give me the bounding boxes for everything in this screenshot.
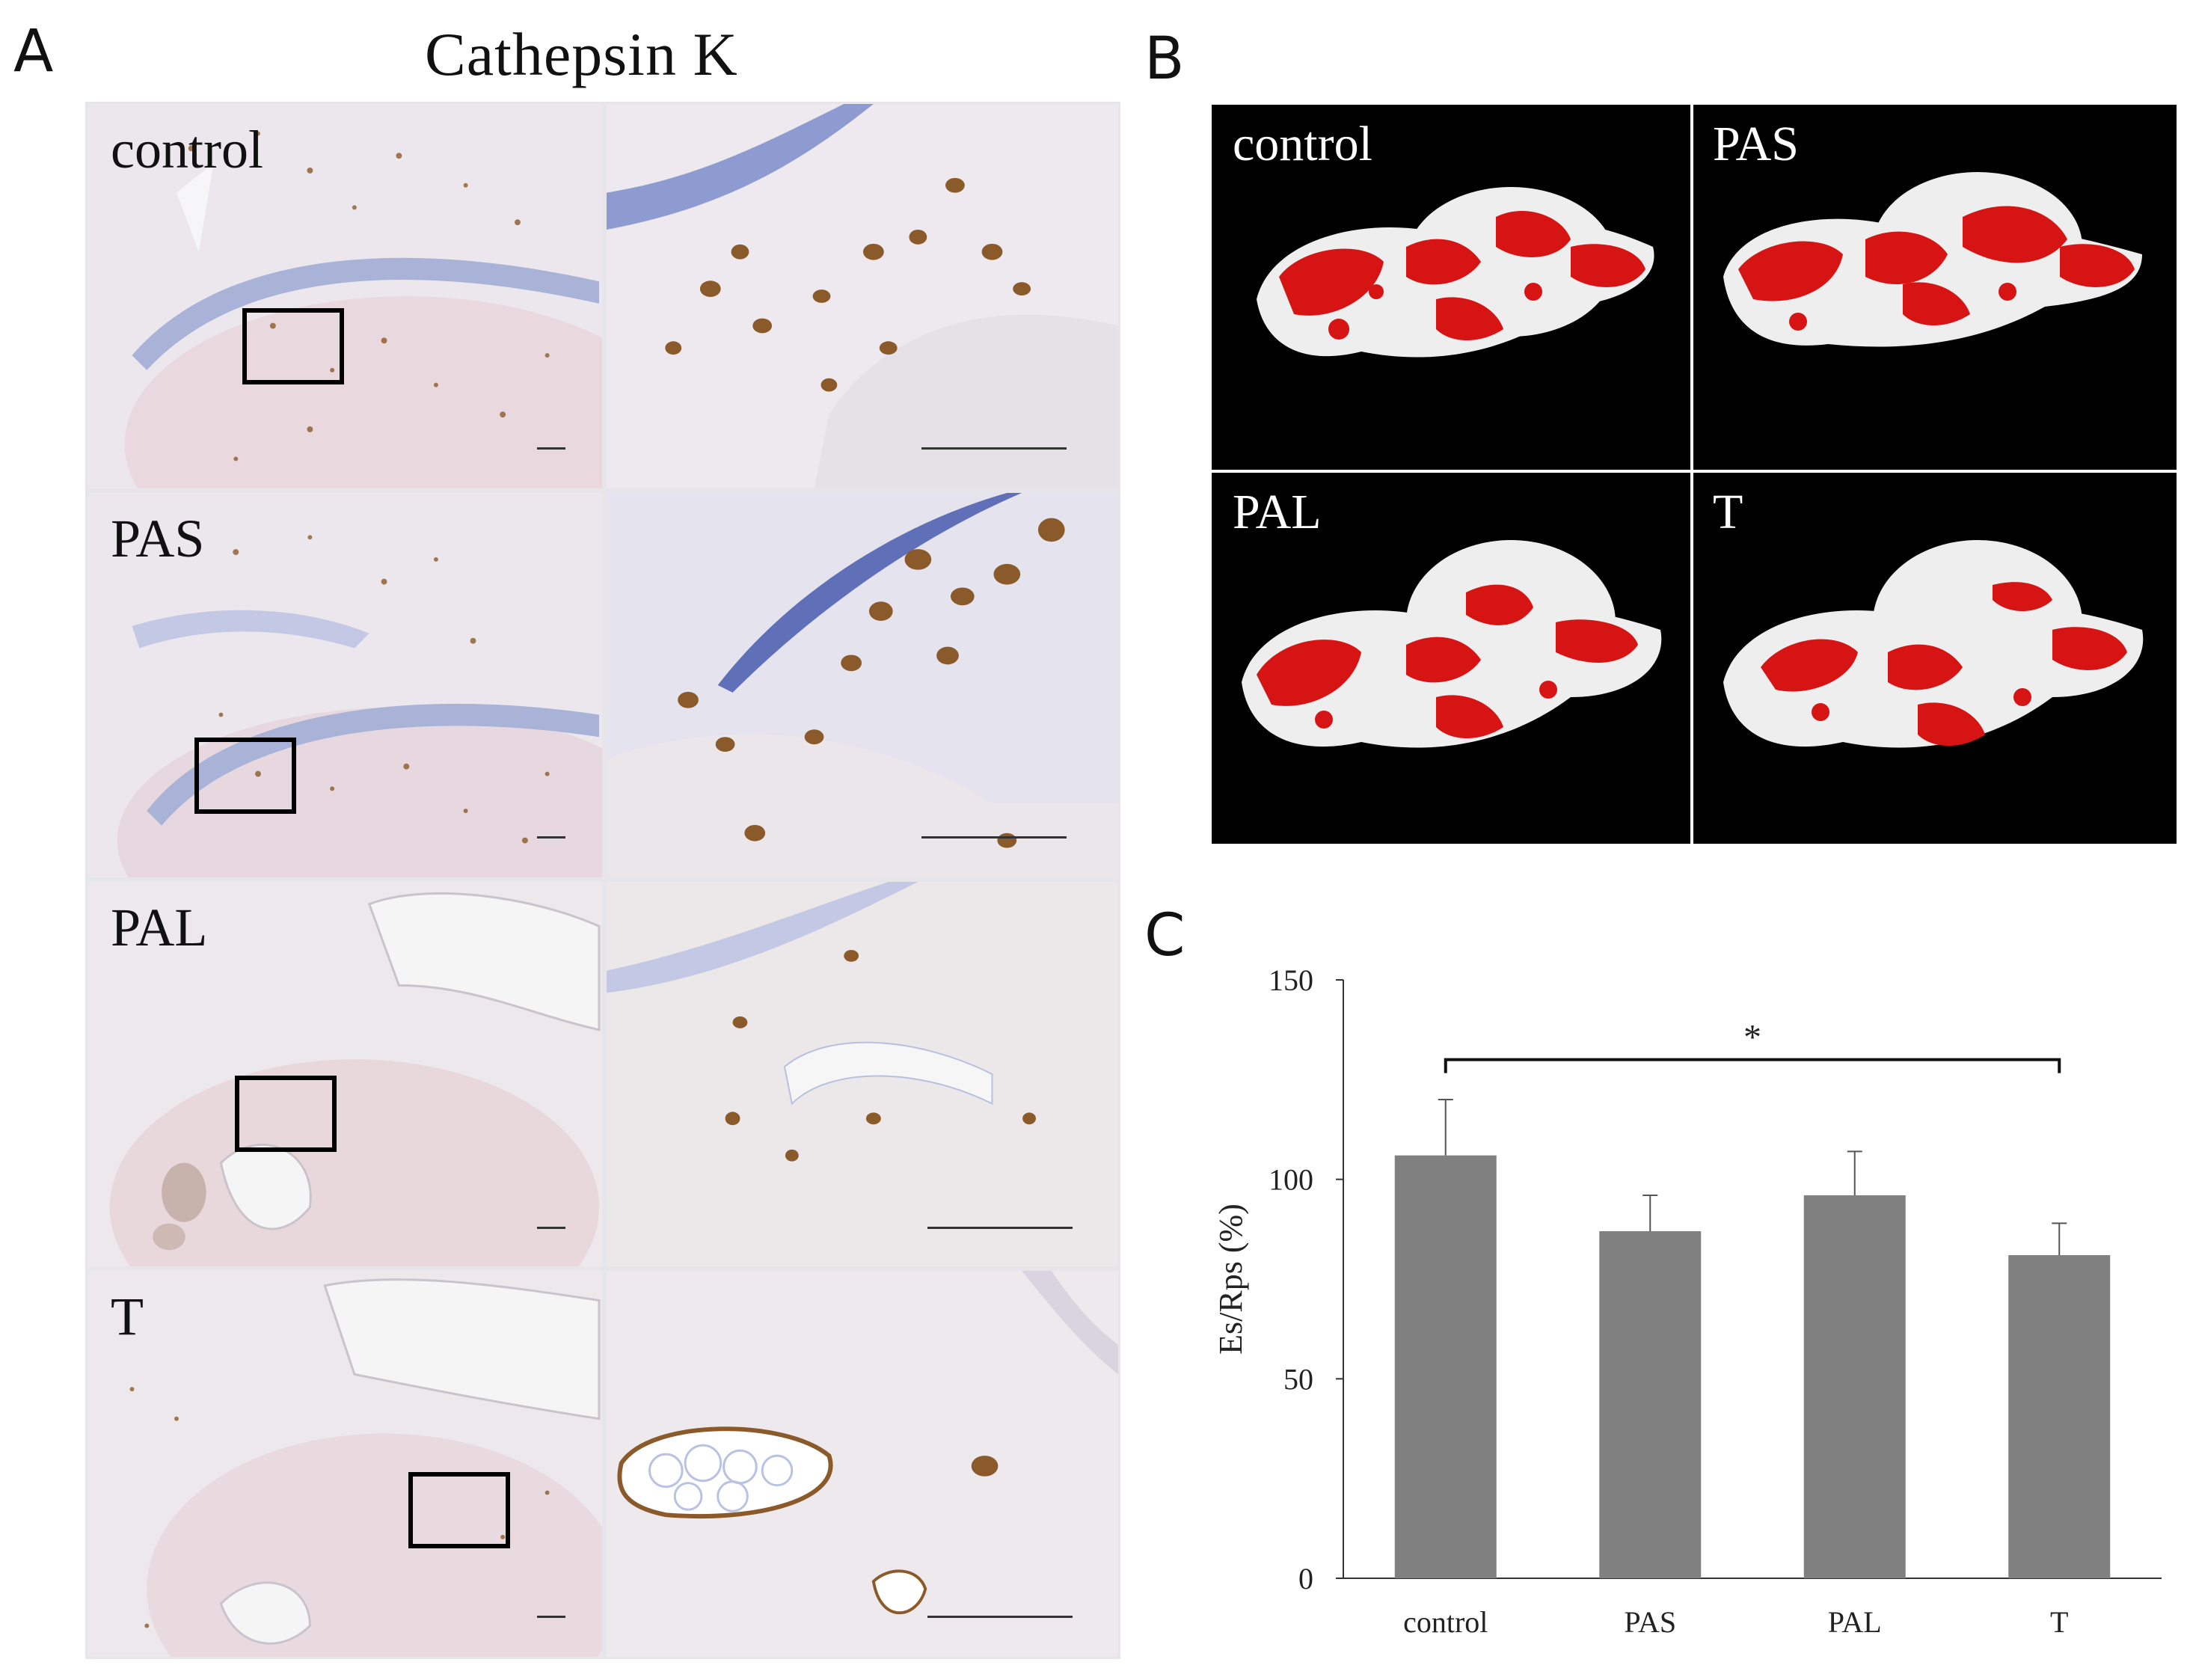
histology-overview-t <box>85 1269 604 1659</box>
scale-bar <box>537 447 565 450</box>
roi-box-pas <box>194 738 296 814</box>
panel-c-letter: C <box>1144 902 1185 969</box>
bar <box>1803 1195 1906 1578</box>
row-label-control: control <box>111 120 263 180</box>
histology-zoom-pal <box>604 880 1120 1269</box>
x-tick-label: control <box>1403 1605 1488 1639</box>
scale-bar <box>921 836 1067 839</box>
render-cell-control <box>1212 105 1690 470</box>
panel-b-letter: B <box>1144 25 1185 93</box>
histology-zoom-control <box>604 102 1120 491</box>
panel-a-letter: A <box>13 18 54 85</box>
histology-overview-control <box>85 102 604 491</box>
bar <box>2008 1255 2111 1578</box>
render-label-pas: PAS <box>1713 117 1800 171</box>
render-label-control: control <box>1233 117 1372 171</box>
panel-a-title: Cathepsin K <box>425 20 738 88</box>
x-tick-label: PAS <box>1624 1605 1676 1639</box>
scale-bar <box>921 447 1067 450</box>
y-tick-label: 150 <box>1269 963 1313 997</box>
bar <box>1599 1231 1702 1578</box>
scale-bar <box>537 1616 565 1618</box>
significance-marker: * <box>1743 1018 1761 1058</box>
y-tick-label: 100 <box>1269 1163 1313 1197</box>
histology-zoom-t <box>604 1269 1120 1659</box>
histology-overview-pal <box>85 880 604 1269</box>
y-tick-label: 50 <box>1283 1362 1313 1396</box>
bar <box>1394 1155 1497 1578</box>
render-cell-t <box>1693 473 2177 844</box>
y-tick-label: 0 <box>1298 1562 1313 1595</box>
significance-bracket <box>1444 1058 2061 1073</box>
render-label-t: T <box>1713 485 1743 539</box>
scale-bar <box>537 1227 565 1229</box>
render-cell-pal <box>1212 473 1690 844</box>
roi-box-pal <box>235 1076 337 1152</box>
panel-c-bar-chart: 0 50 100 150 Es/Rps (%) control PAS PAL T * <box>1197 942 2169 1661</box>
row-label-pas: PAS <box>111 509 205 568</box>
scale-bar <box>537 836 565 839</box>
y-axis-title: Es/Rps (%) <box>1212 1204 1249 1355</box>
row-label-t: T <box>111 1287 144 1346</box>
row-label-pal: PAL <box>111 898 208 957</box>
scale-bar <box>927 1616 1073 1618</box>
render-label-pal: PAL <box>1233 485 1322 539</box>
x-tick-label: PAL <box>1828 1605 1882 1639</box>
roi-box-t <box>408 1472 510 1548</box>
scale-bar <box>927 1227 1073 1229</box>
histology-overview-pas <box>85 491 604 880</box>
histology-zoom-pas <box>604 491 1120 880</box>
roi-box-control <box>242 308 344 384</box>
x-tick-label: T <box>2050 1605 2068 1639</box>
render-cell-pas <box>1693 105 2177 470</box>
